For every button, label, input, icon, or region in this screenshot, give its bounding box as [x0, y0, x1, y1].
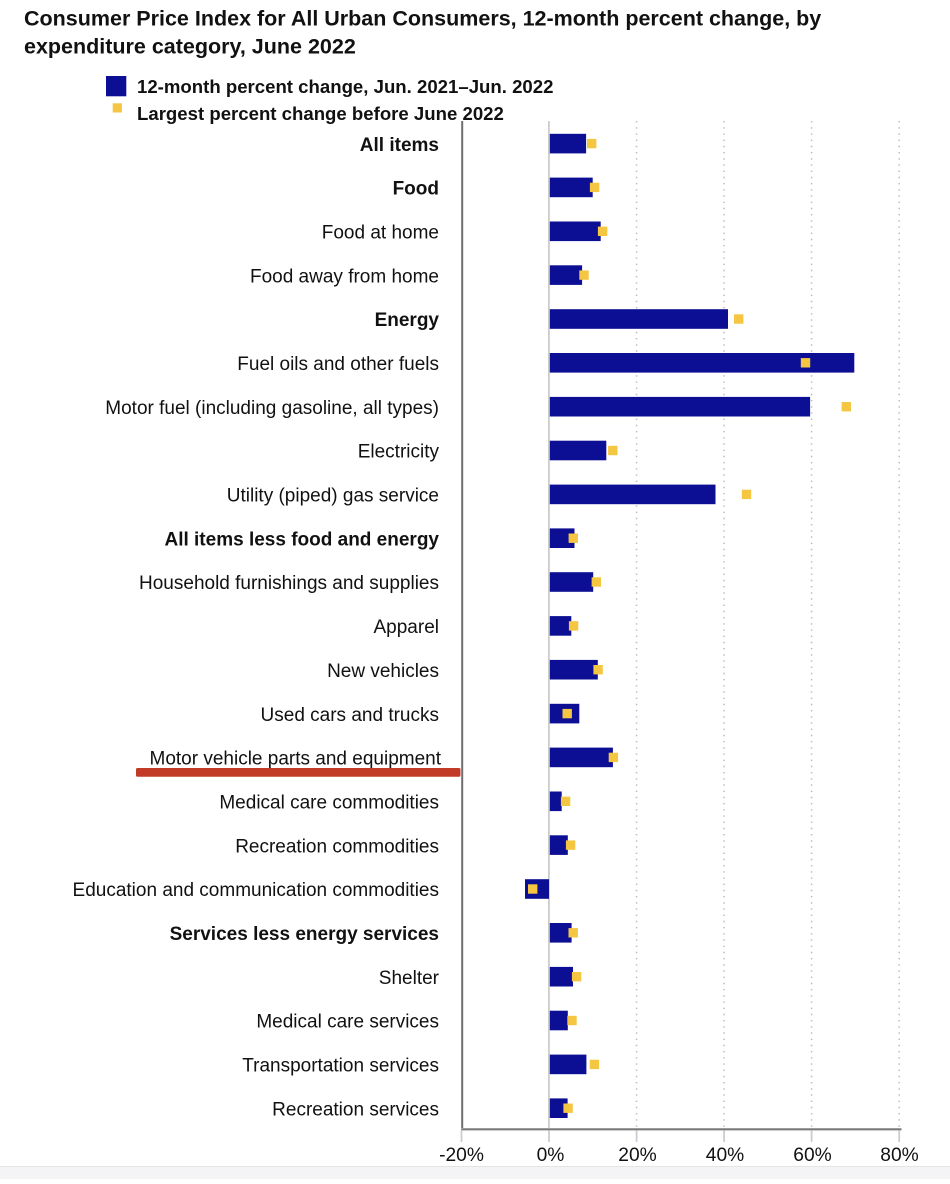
svg-text:Recreation commodities: Recreation commodities [235, 836, 439, 857]
svg-text:Recreation services: Recreation services [272, 1099, 439, 1120]
svg-text:-20%: -20% [439, 1145, 484, 1166]
svg-text:Medical care services: Medical care services [256, 1012, 439, 1033]
svg-text:Shelter: Shelter [379, 968, 440, 989]
svg-text:Consumer Price Index for All U: Consumer Price Index for All Urban Consu… [24, 7, 821, 31]
svg-text:Household furnishings and supp: Household furnishings and supplies [139, 573, 439, 594]
svg-text:80%: 80% [880, 1145, 918, 1166]
svg-text:Food away from home: Food away from home [250, 266, 439, 287]
svg-text:60%: 60% [793, 1145, 831, 1166]
svg-text:Motor fuel (including gasoline: Motor fuel (including gasoline, all type… [105, 398, 439, 419]
svg-text:12-month percent change, Jun.: 12-month percent change, Jun. 2021–Jun. … [137, 76, 553, 97]
svg-text:Transportation services: Transportation services [242, 1056, 439, 1077]
svg-text:expenditure category, June 202: expenditure category, June 2022 [24, 35, 356, 59]
svg-text:Apparel: Apparel [374, 617, 440, 638]
svg-text:20%: 20% [618, 1145, 656, 1166]
svg-text:Food: Food [393, 179, 439, 200]
svg-text:Services less energy services: Services less energy services [170, 924, 439, 945]
svg-text:All items less food and energy: All items less food and energy [164, 529, 439, 550]
svg-text:Energy: Energy [375, 310, 440, 331]
svg-text:0%: 0% [537, 1145, 565, 1166]
svg-text:Food at home: Food at home [322, 223, 439, 244]
svg-text:40%: 40% [706, 1145, 744, 1166]
svg-text:Education and communication co: Education and communication commodities [73, 880, 439, 901]
svg-text:Motor vehicle parts and equipm: Motor vehicle parts and equipment [150, 749, 442, 770]
svg-text:Used cars and trucks: Used cars and trucks [261, 705, 439, 726]
svg-text:Utility (piped) gas service: Utility (piped) gas service [227, 486, 439, 507]
svg-text:Medical care commodities: Medical care commodities [219, 793, 439, 814]
svg-text:All items: All items [360, 135, 439, 156]
svg-text:Electricity: Electricity [358, 442, 440, 463]
svg-text:Fuel oils and other fuels: Fuel oils and other fuels [237, 354, 439, 375]
svg-text:New vehicles: New vehicles [327, 661, 439, 682]
svg-text:Largest percent change before: Largest percent change before June 2022 [137, 103, 504, 124]
